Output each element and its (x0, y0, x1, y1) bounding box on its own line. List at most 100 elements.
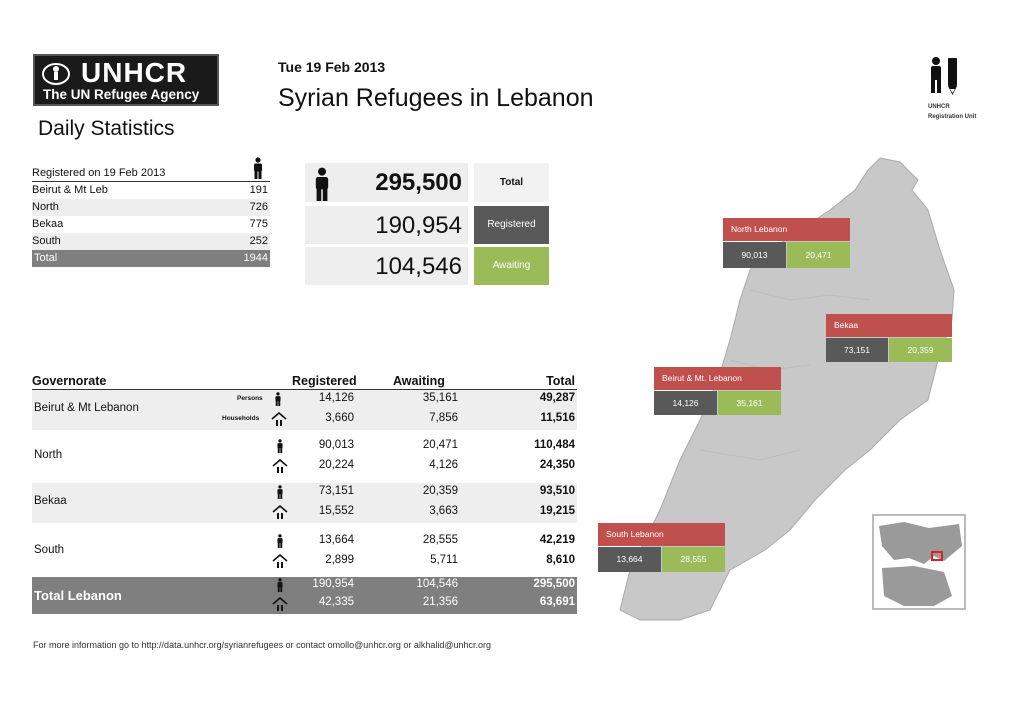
map-label-south: South Lebanon (598, 523, 725, 546)
persons-total: 42,219 (539, 534, 575, 546)
governorate-total-row: Total Lebanon 190,954 104,546 295,500 42… (32, 577, 577, 614)
governorate-row: North 90,013 20,471 110,484 20,224 4,126… (32, 437, 577, 477)
map-south-awaiting: 28,555 (662, 547, 725, 572)
governorate-header: Governorate Registered Awaiting Total (32, 370, 577, 390)
governorate-name: Total Lebanon (34, 588, 122, 603)
footer-contact: For more information go to http://data.u… (33, 640, 492, 650)
households-total: 8,610 (546, 554, 575, 566)
row-label: Bekaa (32, 218, 64, 230)
daily-row: South 252 (32, 233, 270, 250)
inset-map (872, 514, 966, 610)
total-label: Total (474, 163, 549, 202)
governorate-name: North (34, 449, 63, 461)
logo-name: UNHCR (81, 57, 188, 88)
households-awaiting: 21,356 (422, 596, 458, 608)
persons-registered: 90,013 (318, 439, 354, 451)
col-total: Total (546, 374, 575, 388)
households-total: 24,350 (539, 459, 575, 471)
person-icon (277, 534, 283, 548)
row-value: 726 (249, 201, 268, 213)
unhcr-logo: UNHCR The UN Refugee Agency (33, 54, 219, 106)
persons-total: 93,510 (539, 485, 575, 497)
daily-registrations-table: Registered on 19 Feb 2013 Beirut & Mt Le… (32, 157, 270, 267)
governorate-row: Bekaa 73,151 20,359 93,510 15,552 3,663 … (32, 483, 577, 523)
households-registered: 20,224 (318, 459, 354, 471)
persons-registered: 13,664 (318, 534, 354, 546)
row-value: 1944 (243, 252, 268, 264)
awaiting-box: 104,546 (305, 247, 468, 285)
region-map-icon (879, 522, 962, 606)
row-value: 775 (249, 218, 268, 230)
households-registered: 42,335 (318, 596, 354, 608)
map-beirut-awaiting: 35,161 (718, 391, 781, 415)
total-value: 295,500 (375, 169, 462, 196)
person-icon (277, 439, 283, 453)
governorate-name: Beirut & Mt Lebanon (34, 402, 139, 414)
households-total: 11,516 (540, 412, 575, 424)
map-label-beirut: Beirut & Mt. Lebanon (654, 367, 781, 390)
persons-awaiting: 104,546 (416, 578, 458, 590)
row-label: Total (34, 252, 58, 264)
household-icon (271, 412, 287, 426)
persons-awaiting: 20,359 (422, 485, 458, 497)
row-value: 191 (249, 184, 268, 196)
registered-label: Registered (474, 206, 549, 244)
persons-total: 295,500 (533, 578, 575, 590)
row-label: South (32, 235, 61, 247)
households-registered: 15,552 (318, 505, 354, 517)
households-registered: 3,660 (325, 412, 354, 424)
report-date: Tue 19 Feb 2013 (278, 59, 386, 75)
households-registered: 2,899 (325, 554, 354, 566)
col-governorate: Governorate (32, 374, 107, 388)
col-registered: Registered (292, 374, 357, 388)
unit-label-1: UNHCR (928, 104, 950, 110)
households-awaiting: 4,126 (429, 459, 458, 471)
household-icon (272, 554, 288, 568)
section-title: Daily Statistics (38, 117, 175, 140)
governorate-table: Governorate Registered Awaiting Total Be… (32, 370, 577, 615)
map-label-north: North Lebanon (723, 218, 850, 241)
persons-registered: 73,151 (318, 485, 354, 497)
person-icon (275, 392, 281, 406)
persons-awaiting: 35,161 (422, 392, 458, 404)
daily-row: Bekaa 775 (32, 216, 270, 233)
awaiting-value: 104,546 (375, 253, 462, 280)
map-beirut-registered: 14,126 (654, 391, 717, 415)
map-south-registered: 13,664 (598, 547, 661, 572)
household-icon (272, 505, 288, 519)
map-bekaa-registered: 73,151 (826, 338, 888, 362)
row-label: Beirut & Mt Leb (32, 184, 108, 196)
daily-row: North 726 (32, 199, 270, 216)
map-bekaa-awaiting: 20,359 (889, 338, 952, 362)
persons-total: 110,484 (534, 439, 575, 451)
households-total: 19,215 (539, 505, 575, 517)
map-north-awaiting: 20,471 (787, 242, 850, 268)
governorate-row: South 13,664 28,555 42,219 2,899 5,711 8… (32, 532, 577, 572)
households-label: Households (222, 415, 260, 422)
person-icon (254, 157, 262, 179)
households-awaiting: 5,711 (430, 554, 458, 566)
governorate-name: South (34, 544, 65, 556)
households-awaiting: 3,663 (429, 505, 458, 517)
persons-registered: 190,954 (312, 578, 354, 590)
map-label-bekaa: Bekaa (826, 314, 952, 337)
daily-total-row: Total 1944 (32, 250, 270, 267)
unit-label-2: Registration Unit (928, 114, 977, 120)
persons-awaiting: 28,555 (422, 534, 458, 546)
registered-value: 190,954 (375, 212, 462, 239)
awaiting-label: Awaiting (474, 247, 549, 285)
daily-table-header: Registered on 19 Feb 2013 (32, 157, 270, 182)
person-icon (277, 485, 283, 499)
household-icon (272, 459, 288, 473)
person-pencil-icon (931, 57, 957, 95)
registered-box: 190,954 (305, 206, 468, 244)
household-icon (272, 597, 288, 611)
map-north-registered: 90,013 (723, 242, 786, 268)
unhcr-emblem-icon (42, 63, 70, 85)
person-icon (277, 578, 283, 592)
households-total: 63,691 (539, 596, 575, 608)
daily-header-label: Registered on 19 Feb 2013 (32, 167, 166, 179)
governorate-row: Beirut & Mt Lebanon Persons Households 1… (32, 390, 577, 430)
row-value: 252 (249, 235, 268, 247)
person-icon (315, 167, 329, 201)
